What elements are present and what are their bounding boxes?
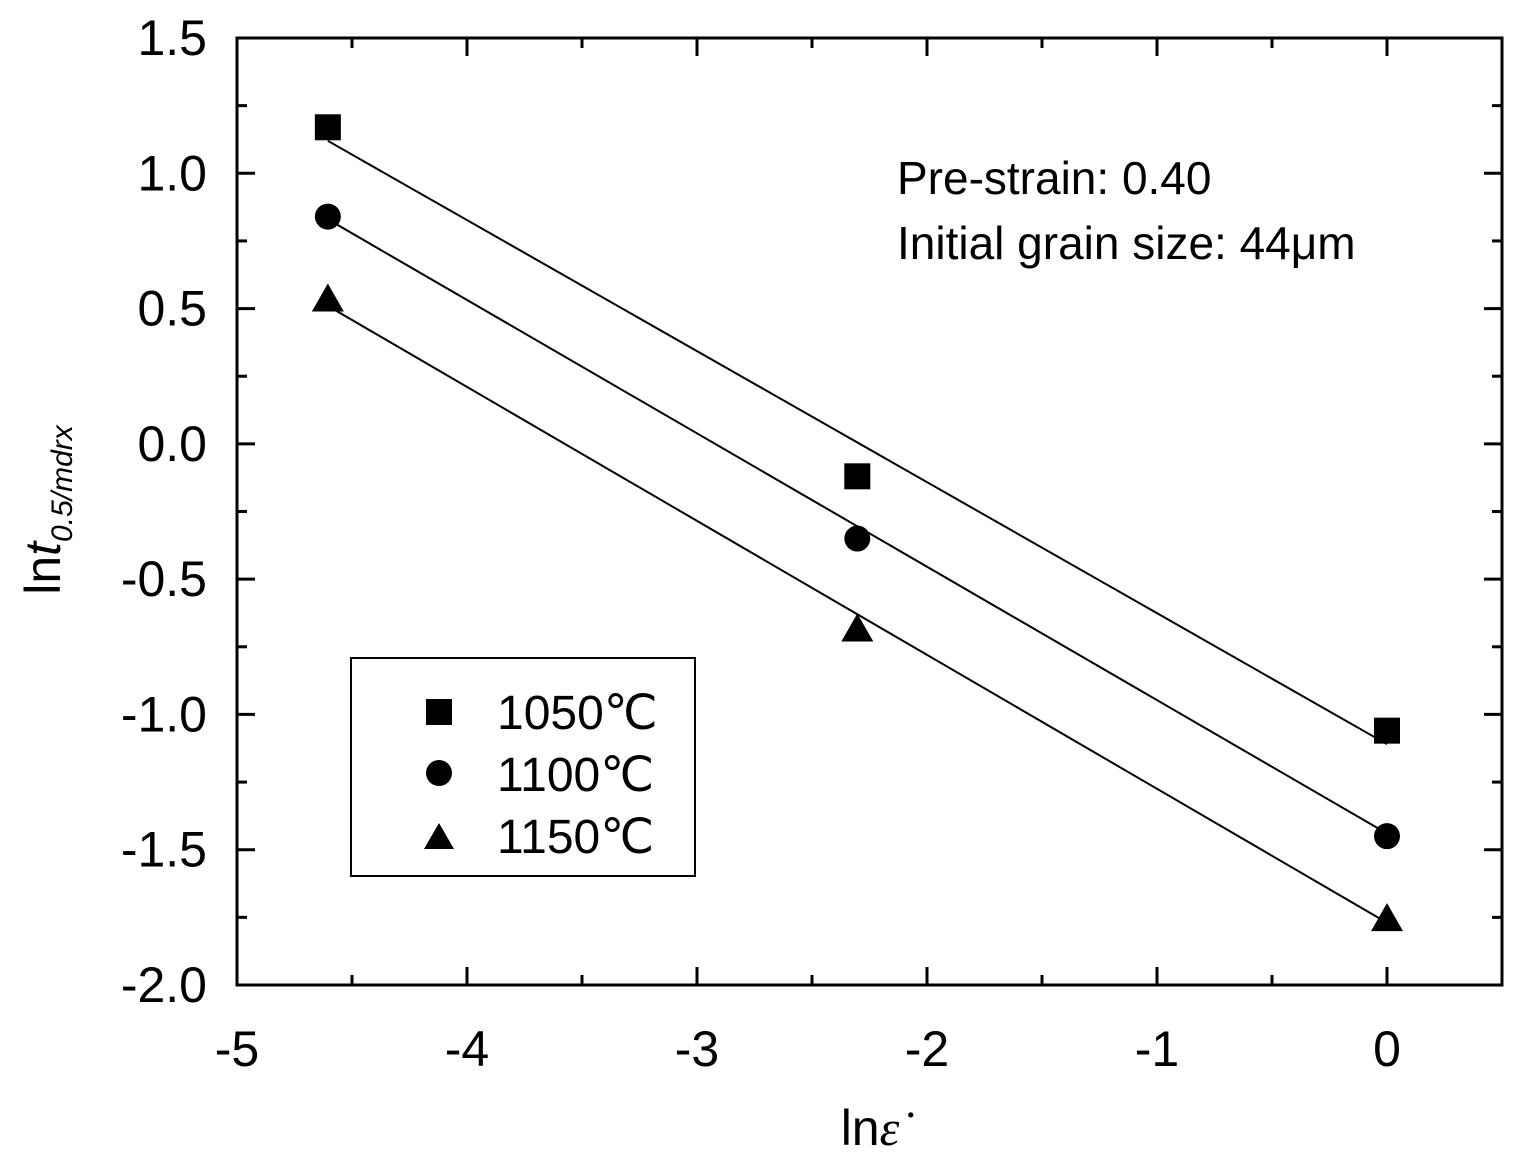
y-tick-label: 1.5 bbox=[137, 10, 207, 66]
legend-label-1100: 1100℃ bbox=[497, 749, 654, 802]
y-tick-label: -2.0 bbox=[121, 957, 207, 1013]
legend: 1050℃ 1100℃ 1150℃ bbox=[350, 657, 696, 877]
x-tick-label: -1 bbox=[1135, 1021, 1179, 1077]
y-tick-label: 0.0 bbox=[137, 416, 207, 472]
x-tick-label: -2 bbox=[905, 1021, 949, 1077]
y-axis-title-main: ln bbox=[15, 556, 71, 595]
legend-box bbox=[350, 657, 696, 877]
data-point-square bbox=[1374, 717, 1400, 744]
y-axis-title: lnt0.5/mdrx bbox=[15, 424, 79, 595]
data-point-triangle bbox=[1371, 903, 1403, 932]
y-tick-label: 1.0 bbox=[137, 145, 207, 201]
x-axis-title: lnε̇ bbox=[841, 1100, 915, 1156]
x-tick-label: 0 bbox=[1373, 1021, 1401, 1077]
data-points bbox=[311, 114, 1403, 932]
axis-tick-labels: -5 -4 -3 -2 -1 0 -2.0 -1.5 -1.0 -0.5 0.0 0.5 1.0 1.5 bbox=[121, 10, 1401, 1077]
x-tick-label: -3 bbox=[675, 1021, 719, 1077]
x-axis-title-symbol: ε̇ bbox=[880, 1100, 915, 1156]
y-axis-title-sub: 0.5/mdrx bbox=[46, 424, 79, 542]
data-point-square bbox=[844, 463, 871, 490]
legend-marker-triangle bbox=[424, 823, 454, 849]
data-point-square bbox=[314, 114, 341, 141]
annotation-grain-size: Initial grain size: 44μm bbox=[897, 217, 1356, 269]
x-tick-label: -5 bbox=[215, 1021, 259, 1077]
y-tick-label: 0.5 bbox=[137, 281, 207, 337]
y-tick-label: -1.0 bbox=[121, 686, 207, 742]
y-tick-label: -1.5 bbox=[121, 822, 207, 878]
y-tick-label: -0.5 bbox=[121, 551, 207, 607]
data-point-circle bbox=[1374, 823, 1400, 850]
x-tick-label: -4 bbox=[445, 1021, 489, 1077]
data-point-triangle bbox=[311, 283, 344, 312]
x-axis-title-main: ln bbox=[841, 1100, 880, 1156]
axis-ticks bbox=[235, 36, 1504, 987]
legend-label-1050: 1050℃ bbox=[497, 687, 658, 740]
annotation-prestrain: Pre-strain: 0.40 bbox=[897, 152, 1211, 204]
fit-line-0 bbox=[327, 139, 1388, 746]
data-point-circle bbox=[314, 203, 341, 230]
legend-marker-square bbox=[426, 699, 452, 725]
y-axis-title-var: t bbox=[15, 540, 71, 556]
legend-marker-circle bbox=[426, 760, 452, 786]
legend-label-1150: 1150℃ bbox=[497, 811, 654, 864]
data-point-triangle bbox=[841, 613, 874, 642]
data-point-circle bbox=[844, 525, 871, 552]
